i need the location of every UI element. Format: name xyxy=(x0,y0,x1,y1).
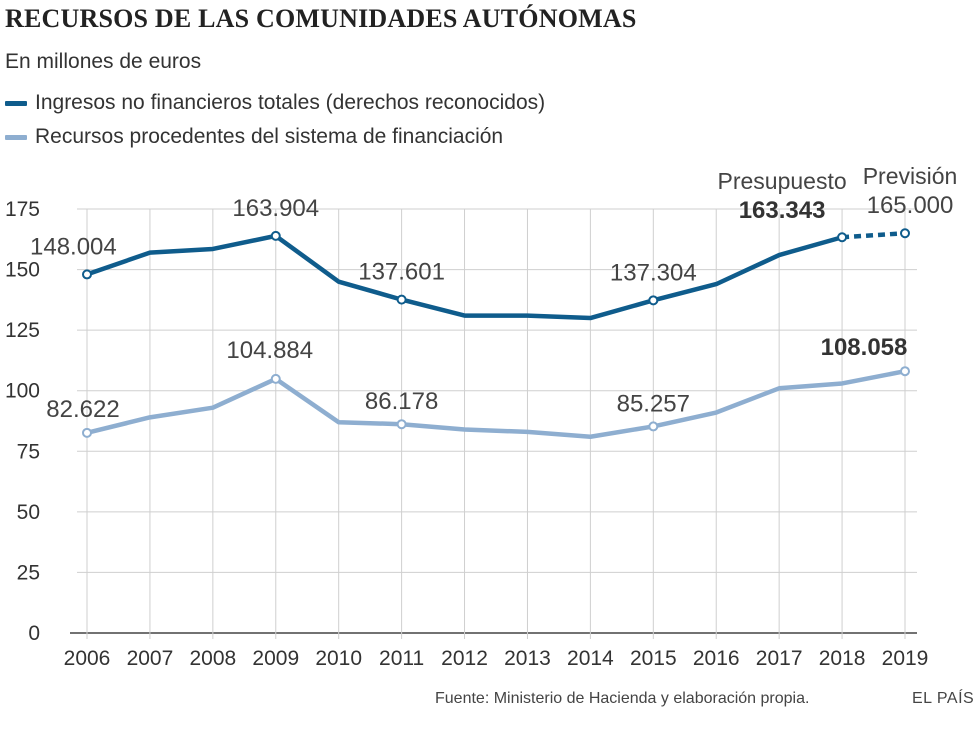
x-tick-label: 2019 xyxy=(882,647,929,670)
x-tick-label: 2013 xyxy=(504,647,551,670)
data-label: 165.000 xyxy=(867,192,954,219)
annotation-label: Previsión xyxy=(863,163,958,189)
data-point-marker xyxy=(396,419,407,430)
y-tick-label: 150 xyxy=(5,259,40,282)
data-label: 82.622 xyxy=(46,396,119,423)
data-point-marker xyxy=(270,230,281,241)
data-point-marker xyxy=(900,228,910,239)
data-point-marker xyxy=(837,232,848,243)
x-tick-label: 2015 xyxy=(630,647,677,670)
chart-subtitle: En millones de euros xyxy=(5,50,202,73)
x-tick-label: 2016 xyxy=(693,647,740,670)
annotation-label: Presupuesto xyxy=(718,168,847,194)
legend-label-recursos: Recursos procedentes del sistema de fina… xyxy=(35,125,504,148)
data-label: 104.884 xyxy=(226,337,313,364)
data-label: 148.004 xyxy=(30,233,117,260)
legend-label-ingresos: Ingresos no financieros totales (derecho… xyxy=(35,91,546,114)
data-point-marker xyxy=(270,373,281,384)
chart-title: RECURSOS DE LAS COMUNIDADES AUTÓNOMAS xyxy=(5,4,637,33)
x-tick-label: 2006 xyxy=(64,647,111,670)
x-tick-label: 2010 xyxy=(315,647,362,670)
data-point-marker xyxy=(900,366,910,377)
y-tick-label: 100 xyxy=(5,380,40,403)
x-tick-label: 2007 xyxy=(127,647,174,670)
y-tick-label: 75 xyxy=(17,440,40,463)
x-tick-label: 2012 xyxy=(441,647,488,670)
data-label: 137.304 xyxy=(610,259,697,286)
data-point-marker xyxy=(396,294,407,305)
series-line-0 xyxy=(84,233,845,321)
y-tick-label: 175 xyxy=(5,198,40,221)
data-point-marker xyxy=(648,295,659,306)
x-tick-label: 2011 xyxy=(379,647,424,670)
legend-item-ingresos: Ingresos no financieros totales (derecho… xyxy=(5,91,545,115)
y-tick-label: 0 xyxy=(28,622,40,645)
data-label: 163.904 xyxy=(232,195,319,222)
data-label: 137.601 xyxy=(358,259,445,286)
data-label: 86.178 xyxy=(365,388,438,415)
data-label: 163.343 xyxy=(739,197,826,224)
data-point-marker xyxy=(82,427,92,438)
source-note: Fuente: Ministerio de Hacienda y elabora… xyxy=(435,690,810,707)
x-tick-label: 2009 xyxy=(252,647,299,670)
data-point-marker xyxy=(82,269,92,280)
y-tick-label: 50 xyxy=(17,501,40,524)
y-tick-label: 125 xyxy=(5,319,40,342)
legend-swatch-recursos xyxy=(5,134,27,140)
brand-logo: EL PAÍS xyxy=(912,690,975,707)
series-line-1 xyxy=(84,368,908,439)
y-tick-label: 25 xyxy=(17,561,40,584)
x-tick-label: 2018 xyxy=(819,647,866,670)
legend-item-recursos: Recursos procedentes del sistema de fina… xyxy=(5,125,503,149)
data-label: 85.257 xyxy=(617,390,690,417)
x-tick-label: 2014 xyxy=(567,647,614,670)
legend-swatch-ingresos xyxy=(5,100,27,106)
data-label: 108.058 xyxy=(821,334,908,361)
data-point-marker xyxy=(648,421,659,432)
series-line-dashed-0 xyxy=(841,230,906,240)
x-tick-label: 2017 xyxy=(756,647,803,670)
x-tick-label: 2008 xyxy=(189,647,236,670)
